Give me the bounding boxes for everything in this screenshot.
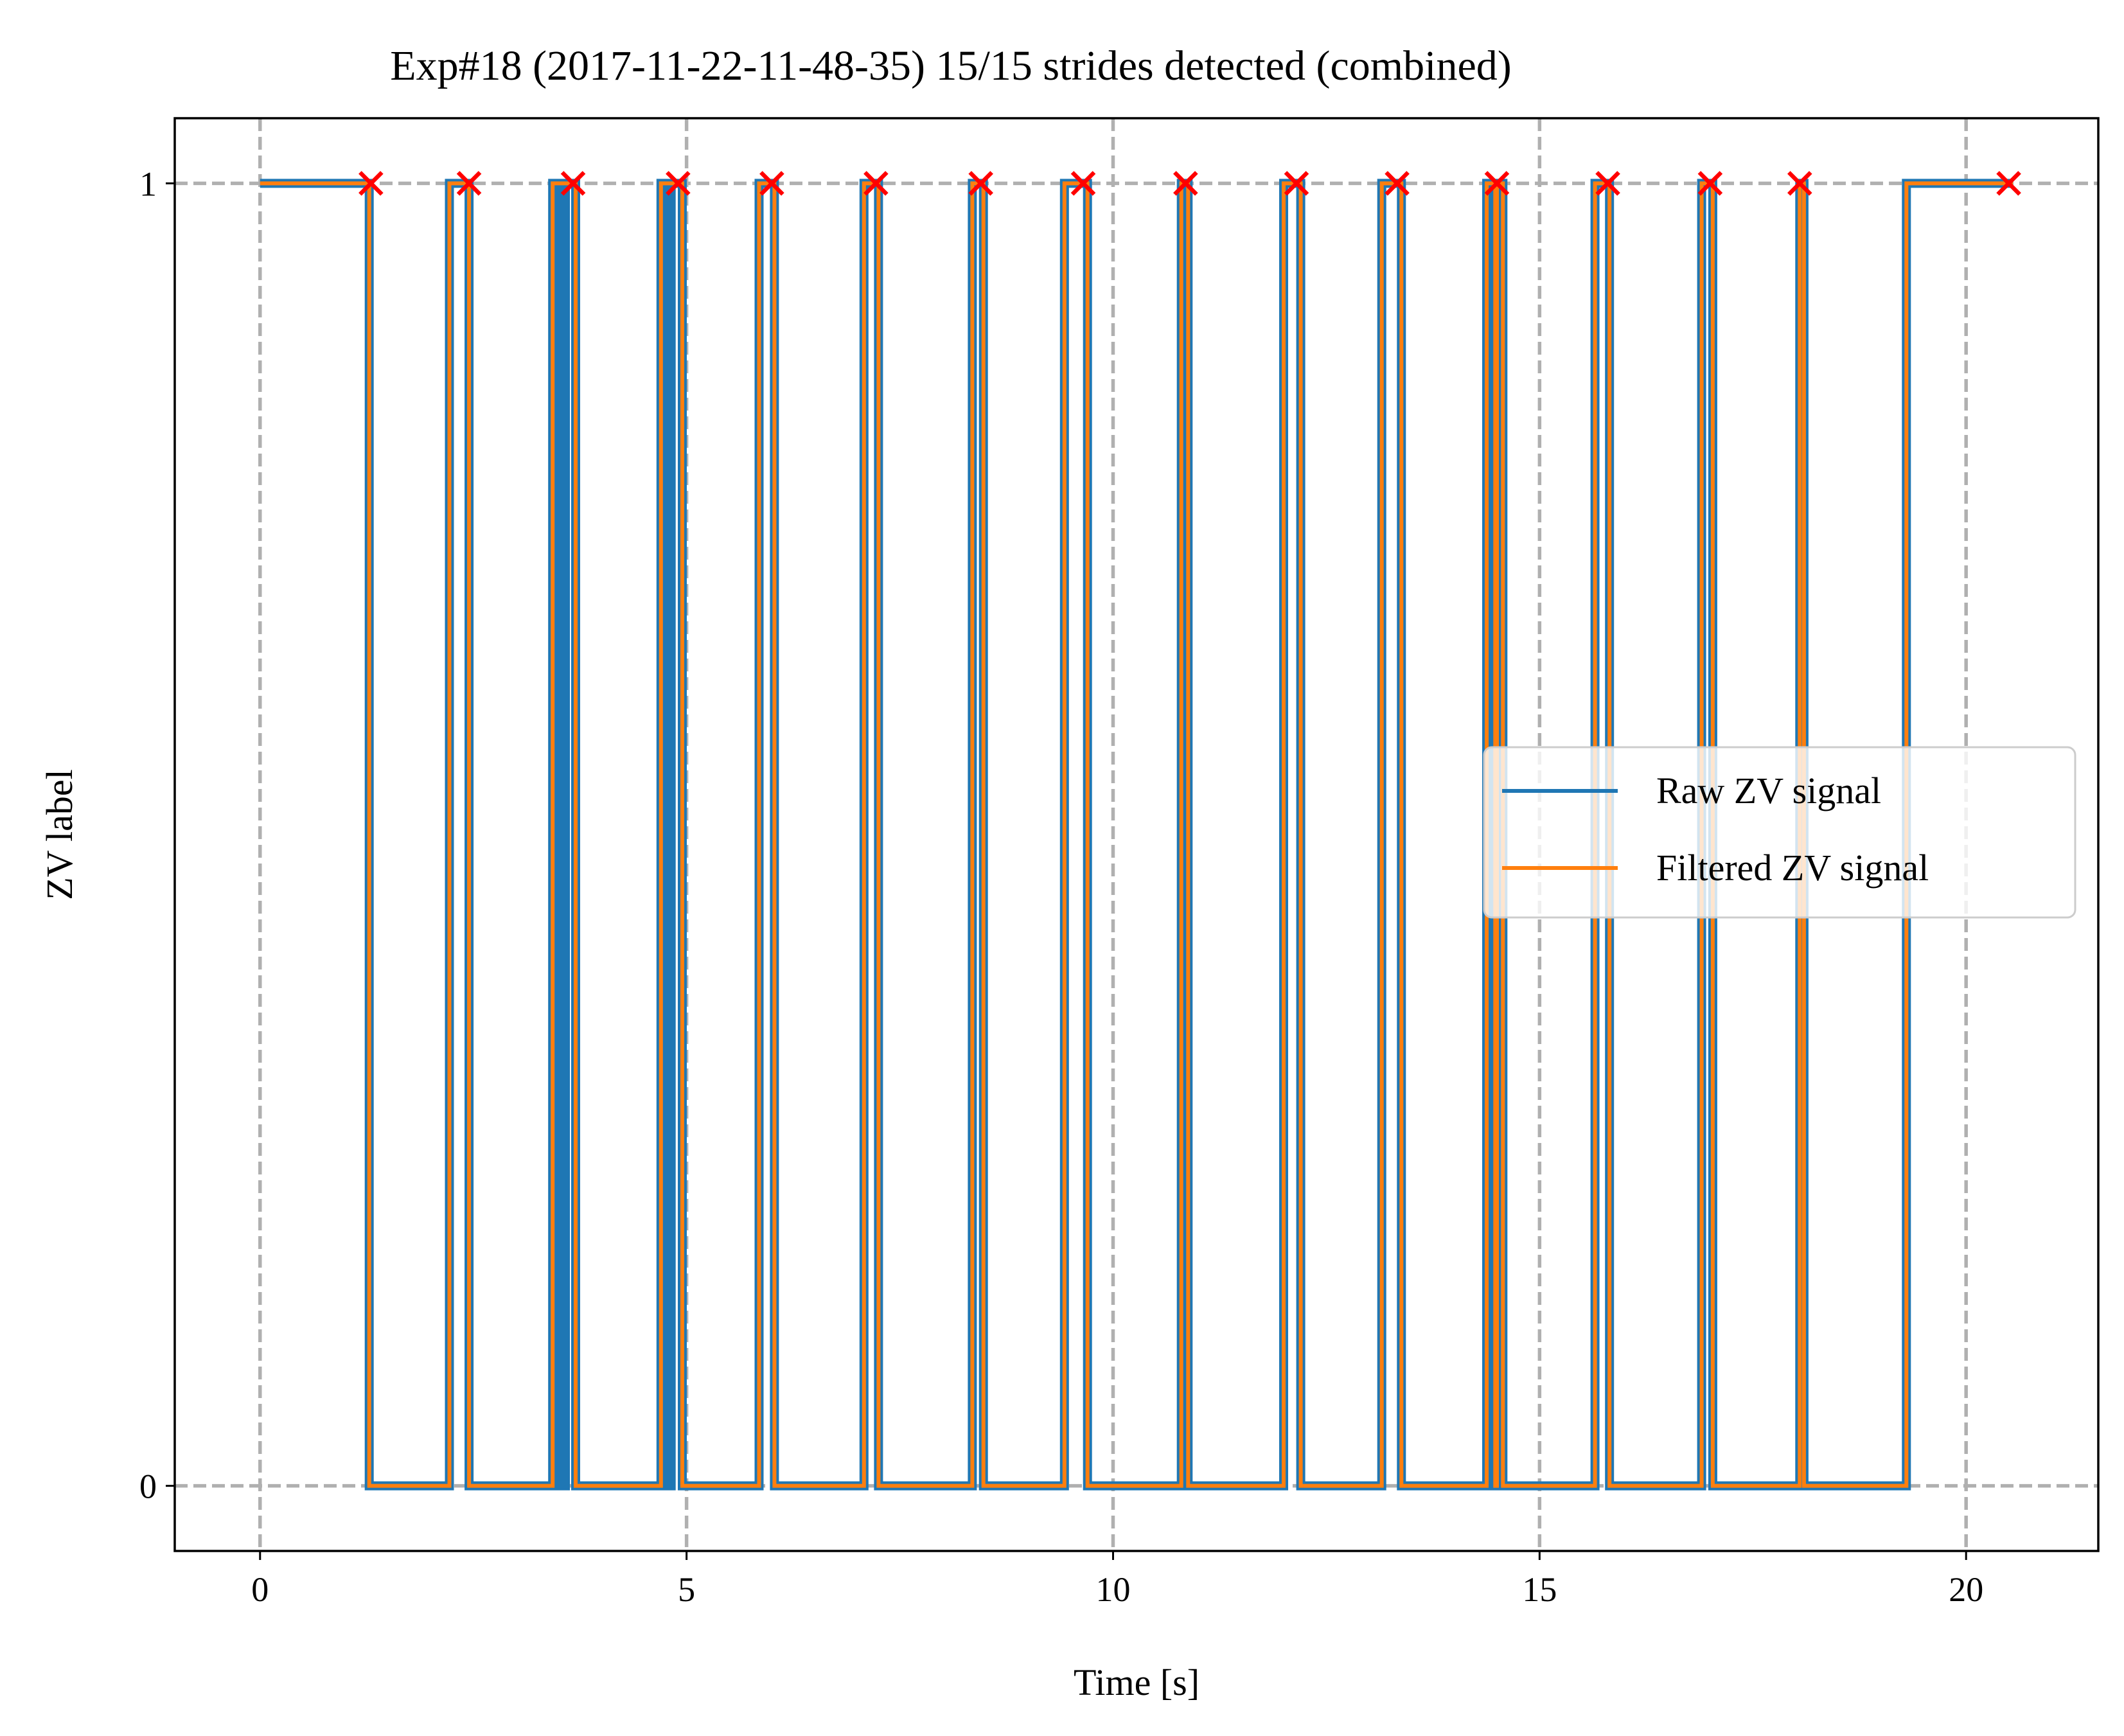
stride-marker-stroke	[1484, 171, 1510, 196]
x-tick-label: 5	[678, 1570, 695, 1609]
legend-raw-label: Raw ZV signal	[1656, 770, 1881, 811]
stride-marker-stroke	[1787, 171, 1812, 196]
stride-marker-stroke	[456, 171, 482, 196]
y-tick-label: 0	[139, 1467, 157, 1506]
x-tick-label: 20	[1949, 1570, 1983, 1609]
stride-marker	[1787, 171, 1812, 196]
stride-marker	[1385, 171, 1410, 196]
stride-marker	[560, 171, 586, 196]
x-tick-label: 10	[1095, 1570, 1130, 1609]
stride-marker	[1070, 171, 1096, 196]
y-axis-label: ZV label	[39, 769, 80, 899]
legend-filtered-label: Filtered ZV signal	[1656, 847, 1929, 889]
x-tick-label: 15	[1522, 1570, 1557, 1609]
stride-marker	[968, 171, 993, 196]
stride-marker	[666, 171, 691, 196]
stride-marker-stroke	[666, 171, 691, 196]
x-axis-label: Time [s]	[1074, 1661, 1199, 1703]
stride-marker-stroke	[759, 171, 784, 196]
stride-marker	[1595, 171, 1620, 196]
stride-marker-stroke	[560, 171, 586, 196]
stride-marker-stroke	[358, 171, 384, 196]
stride-markers	[358, 171, 2021, 196]
stride-marker-stroke	[1996, 171, 2021, 196]
stride-marker	[1484, 171, 1510, 196]
stride-marker	[358, 171, 384, 196]
stride-marker-stroke	[1385, 171, 1410, 196]
legend-box	[1483, 746, 2076, 919]
stride-marker	[1697, 171, 1723, 196]
legend: Raw ZV signal Filtered ZV signal	[1483, 746, 2076, 919]
stride-marker	[1284, 171, 1309, 196]
stride-marker-stroke	[1070, 171, 1096, 196]
stride-marker	[1996, 171, 2021, 196]
stride-marker-stroke	[968, 171, 993, 196]
stride-marker-stroke	[1697, 171, 1723, 196]
stride-marker-stroke	[1173, 171, 1198, 196]
stride-marker	[759, 171, 784, 196]
x-tick-label: 0	[251, 1570, 269, 1609]
stride-marker	[1173, 171, 1198, 196]
stride-marker	[863, 171, 889, 196]
plot-frame	[173, 117, 2100, 1552]
stride-marker-stroke	[863, 171, 889, 196]
stride-marker-stroke	[1284, 171, 1309, 196]
x-axis-ticks: 0 5 10 15 20	[251, 1551, 1983, 1609]
stride-marker-stroke	[1595, 171, 1620, 196]
stride-marker	[456, 171, 482, 196]
y-axis-ticks: 01	[139, 164, 175, 1506]
y-tick-label: 1	[139, 164, 157, 203]
chart-title: Exp#18 (2017-11-22-11-48-35) 15/15 strid…	[390, 42, 1512, 89]
